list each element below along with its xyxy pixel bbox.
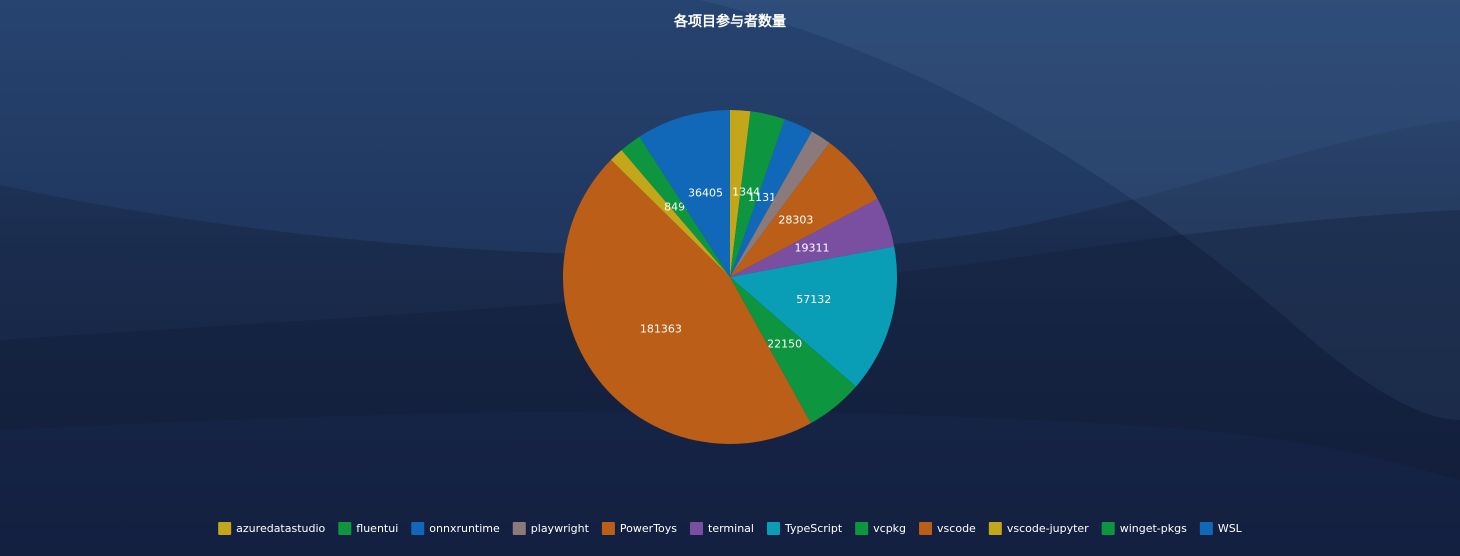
legend-swatch[interactable]: [988, 522, 1002, 535]
pie-slice[interactable]: [639, 110, 730, 277]
value-label: 22150: [767, 338, 802, 351]
value-label: 36405: [688, 187, 723, 200]
value-label: 19311: [795, 241, 830, 254]
value-label: 57132: [796, 293, 831, 306]
legend-label[interactable]: terminal: [708, 522, 754, 535]
legend-swatch[interactable]: [919, 522, 933, 535]
legend-label[interactable]: vscode: [937, 522, 976, 535]
legend: azuredatastudio fluentui onnxruntime playwr…: [218, 522, 1243, 535]
pie-slice[interactable]: [610, 149, 730, 277]
legend-label[interactable]: WSL: [1218, 522, 1243, 535]
pie-slice[interactable]: [730, 110, 751, 277]
legend-swatch[interactable]: [338, 522, 352, 535]
value-label: 181363: [640, 323, 682, 336]
pie-slice[interactable]: [730, 142, 878, 277]
pie-slice[interactable]: [730, 131, 830, 277]
pie-slice[interactable]: [730, 111, 785, 277]
legend-label[interactable]: fluentui: [356, 522, 398, 535]
legend-label[interactable]: TypeScript: [784, 522, 843, 535]
pie-slice[interactable]: [730, 198, 895, 277]
legend-label[interactable]: vscode-jupyter: [1007, 522, 1089, 535]
legend-label[interactable]: vcpkg: [873, 522, 906, 535]
legend-swatch[interactable]: [1101, 522, 1115, 535]
legend-swatch[interactable]: [411, 522, 425, 535]
legend-label[interactable]: azuredatastudio: [236, 522, 325, 535]
legend-swatch[interactable]: [512, 522, 526, 535]
legend-swatch[interactable]: [218, 522, 232, 535]
legend-swatch[interactable]: [1199, 522, 1213, 535]
legend-swatch[interactable]: [766, 522, 780, 535]
legend-label[interactable]: playwright: [531, 522, 590, 535]
legend-swatch[interactable]: [690, 522, 704, 535]
chart-title: 各项目参与者数量: [673, 13, 786, 30]
wave: [700, 0, 1460, 420]
value-label: 28303: [778, 213, 813, 226]
pie-slice[interactable]: [562, 159, 811, 445]
pie: 1344911318283031931157132221501813638498…: [562, 110, 898, 445]
legend-swatch[interactable]: [601, 522, 615, 535]
pie-slice[interactable]: [621, 136, 730, 277]
pie-slice[interactable]: [730, 277, 856, 424]
value-label: 13449: [732, 185, 767, 198]
wave: [0, 411, 1460, 556]
legend-label[interactable]: winget-pkgs: [1120, 522, 1187, 535]
pie-slice[interactable]: [730, 119, 812, 277]
legend-label[interactable]: PowerToys: [620, 522, 677, 535]
legend-label[interactable]: onnxruntime: [429, 522, 500, 535]
pie-slice[interactable]: [730, 246, 898, 387]
legend-swatch[interactable]: [855, 522, 869, 535]
